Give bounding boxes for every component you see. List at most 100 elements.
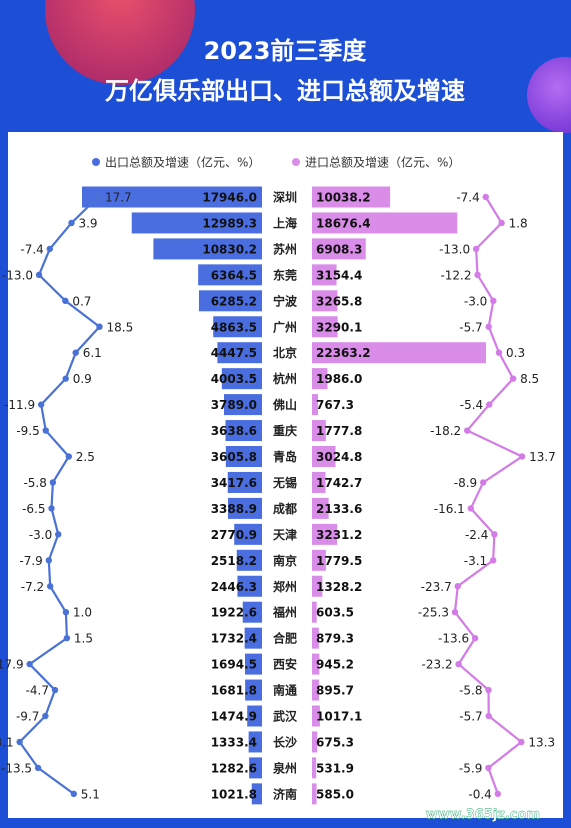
city-label: 杭州	[273, 371, 297, 386]
bar-value-label: 10038.2	[316, 191, 371, 205]
growth-point	[451, 609, 459, 616]
bar	[312, 523, 338, 545]
bar	[312, 342, 486, 364]
growth-label: 6.1	[83, 346, 102, 360]
growth-label: -5.8	[459, 684, 482, 698]
bar-value-label: 4863.5	[211, 320, 257, 334]
bar-value-label: 18676.4	[316, 216, 371, 230]
growth-label: -25.3	[418, 606, 449, 620]
bar	[312, 497, 329, 519]
growth-point	[45, 557, 53, 564]
city-label: 宁波	[273, 293, 298, 308]
city-label: 成都	[273, 501, 297, 516]
bar-value-label: 22363.2	[316, 346, 371, 360]
bar	[237, 575, 262, 597]
growth-label: 1.5	[74, 632, 93, 646]
growth-point	[518, 453, 526, 460]
growth-label: -5.7	[459, 710, 482, 724]
bar-value-label: 3265.8	[316, 294, 362, 308]
city-label: 东莞	[273, 267, 297, 282]
growth-point	[46, 583, 54, 590]
growth-label: -23.7	[421, 580, 452, 594]
growth-label: 0.3	[506, 346, 525, 360]
growth-point	[42, 712, 49, 720]
growth-point	[51, 686, 59, 694]
growth-point	[491, 531, 498, 538]
bar-value-label: 895.7	[316, 684, 354, 698]
bar	[228, 497, 262, 519]
growth-point	[26, 660, 33, 668]
city-label: 福州	[272, 605, 297, 620]
growth-point	[474, 271, 481, 279]
bar-value-label: 1779.5	[316, 554, 362, 568]
bar-value-label: 1474.9	[211, 710, 257, 724]
bar-value-label: 3417.6	[211, 476, 257, 490]
growth-label: -13.0	[2, 268, 33, 282]
subtitle: 万亿俱乐部出口、进口总额及增速	[105, 77, 465, 105]
panel	[8, 132, 563, 818]
growth-label: -23.2	[422, 658, 453, 672]
growth-point	[509, 375, 517, 382]
bar	[312, 627, 319, 649]
growth-label: -13.0	[439, 242, 470, 256]
bar	[213, 316, 262, 338]
growth-point	[485, 764, 492, 772]
growth-point	[454, 583, 461, 590]
bar-value-label: 10830.2	[202, 242, 257, 256]
growth-point	[62, 297, 69, 304]
bar	[312, 420, 326, 442]
city-label: 长沙	[273, 734, 297, 749]
growth-label: 18.5	[107, 320, 134, 334]
growth-label: -4.7	[26, 684, 49, 698]
bar	[82, 186, 262, 208]
city-label: 天津	[273, 527, 297, 542]
bar	[312, 705, 320, 727]
legend-label: 进口总额及增速（亿元、%）	[305, 155, 460, 170]
city-label: 北京	[273, 345, 297, 360]
bar-value-label: 3154.4	[316, 268, 362, 282]
bar	[225, 446, 262, 467]
city-label: 合肥	[273, 631, 297, 646]
city-label: 苏州	[273, 241, 297, 256]
growth-point	[34, 764, 42, 772]
growth-label: 8.5	[520, 372, 539, 386]
growth-label: -9.7	[16, 710, 39, 724]
city-label: 南京	[273, 553, 297, 568]
bar	[312, 783, 317, 805]
bar-value-label: 1732.4	[211, 632, 257, 646]
city-label: 重庆	[273, 423, 297, 438]
growth-point	[494, 790, 502, 798]
bar-value-label: 3231.2	[316, 528, 362, 542]
bar	[236, 549, 262, 571]
bar	[312, 575, 323, 597]
bar	[223, 394, 262, 416]
growth-label: 0.9	[73, 372, 92, 386]
growth-label: -16.1	[434, 502, 465, 516]
bar-value-label: 12989.3	[202, 216, 257, 230]
growth-label: 1.0	[73, 606, 92, 620]
growth-label: -17.9	[0, 658, 24, 672]
bar	[244, 627, 262, 649]
growth-point	[46, 245, 53, 253]
growth-line	[453, 196, 525, 795]
bar	[312, 186, 391, 208]
bar-value-label: 3638.6	[211, 424, 257, 438]
growth-point	[68, 219, 75, 227]
city-label: 西安	[273, 657, 297, 672]
growth-point	[518, 738, 525, 746]
bar-value-label: 3789.0	[211, 398, 257, 412]
growth-label: -12.2	[440, 268, 471, 282]
bar	[153, 238, 262, 260]
bar	[249, 757, 262, 779]
city-label: 南通	[273, 683, 297, 698]
growth-point	[37, 401, 45, 408]
bar-value-label: 3290.1	[316, 320, 362, 334]
city-label: 无锡	[272, 475, 297, 490]
growth-line	[18, 196, 102, 795]
bar	[234, 523, 262, 545]
bar	[312, 368, 328, 390]
bar	[221, 368, 262, 390]
bar	[227, 471, 262, 493]
bar	[248, 731, 262, 753]
